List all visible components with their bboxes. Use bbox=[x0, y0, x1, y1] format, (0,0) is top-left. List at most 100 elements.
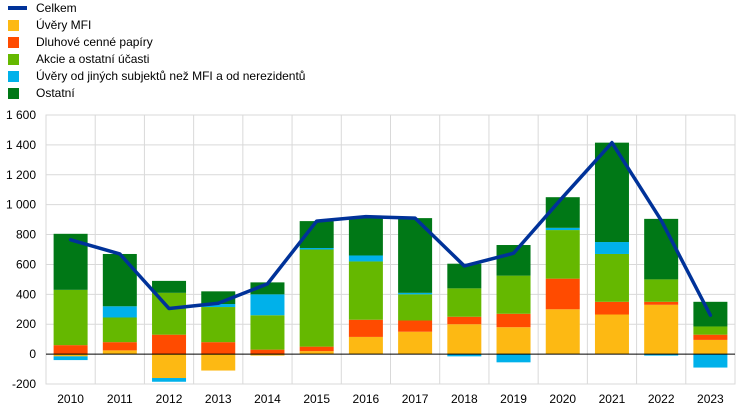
bar-segment bbox=[398, 320, 433, 332]
bar-segment bbox=[102, 342, 137, 351]
bar-segment bbox=[53, 345, 88, 355]
bar-segment bbox=[102, 306, 137, 318]
y-axis-ticks: -200 0 200 400 600 800 1 000 1 200 1 400 1 600 bbox=[6, 108, 36, 391]
bar-segment bbox=[299, 346, 334, 352]
bar-segment bbox=[594, 301, 629, 315]
bar-segment bbox=[693, 326, 728, 335]
x-tick-label: 2016 bbox=[353, 392, 380, 406]
bar-segment bbox=[102, 317, 137, 343]
bar-segment bbox=[201, 354, 236, 371]
bar-segment bbox=[644, 304, 679, 355]
x-tick-label: 2022 bbox=[648, 392, 675, 406]
bar-segment bbox=[348, 261, 383, 320]
x-tick-label: 2013 bbox=[205, 392, 232, 406]
y-tick-label: 0 bbox=[29, 347, 36, 361]
total-line bbox=[68, 140, 713, 318]
legend-swatch bbox=[8, 54, 19, 65]
bar-segment bbox=[496, 327, 531, 355]
x-tick-label: 2014 bbox=[254, 392, 281, 406]
bar-segment bbox=[545, 227, 580, 231]
y-tick-label: 1 000 bbox=[6, 198, 36, 212]
plot-border bbox=[45, 114, 736, 385]
bar-segment bbox=[398, 294, 433, 321]
bar-segment bbox=[447, 288, 482, 317]
bar-segment bbox=[398, 292, 433, 295]
bar-segment bbox=[53, 354, 88, 357]
x-tick-label: 2023 bbox=[697, 392, 724, 406]
bar-segment bbox=[201, 304, 236, 308]
bar-segment bbox=[447, 263, 482, 289]
y-tick-label: 800 bbox=[16, 228, 36, 242]
y-tick-label: 1 600 bbox=[6, 108, 36, 122]
bar-segment bbox=[594, 242, 629, 254]
bar-segment bbox=[496, 275, 531, 314]
bar-segment bbox=[496, 354, 531, 363]
bar-segment bbox=[496, 245, 531, 276]
bar-segment bbox=[348, 255, 383, 262]
bar-segment bbox=[496, 313, 531, 328]
bar-segment bbox=[693, 354, 728, 368]
bar-segment bbox=[447, 324, 482, 355]
bar-segment bbox=[348, 216, 383, 256]
y-tick-label: 600 bbox=[16, 257, 36, 271]
x-tick-label: 2019 bbox=[500, 392, 527, 406]
bar-segment bbox=[201, 342, 236, 355]
bar-segment bbox=[250, 294, 285, 316]
bar-segment bbox=[152, 354, 187, 379]
bar-segment bbox=[102, 350, 137, 355]
bar-segment bbox=[250, 282, 285, 295]
legend-label: Dluhové cenné papíry bbox=[36, 35, 153, 49]
bar-segment bbox=[152, 334, 187, 355]
x-tick-label: 2021 bbox=[599, 392, 626, 406]
bar-segment bbox=[53, 289, 88, 346]
legend-swatch bbox=[8, 37, 19, 48]
legend-swatch bbox=[8, 20, 19, 31]
x-tick-label: 2015 bbox=[303, 392, 330, 406]
y-tick-label: 1 400 bbox=[6, 138, 36, 152]
bar-segment bbox=[299, 248, 334, 250]
x-tick-label: 2011 bbox=[107, 392, 133, 406]
legend-swatch bbox=[8, 71, 19, 82]
bar-segment bbox=[152, 292, 187, 335]
x-tick-label: 2010 bbox=[57, 392, 84, 406]
bar-segment bbox=[693, 334, 728, 340]
bar-segment bbox=[447, 354, 482, 357]
bar-segment bbox=[398, 331, 433, 355]
bar-segment bbox=[545, 309, 580, 355]
bar-segment bbox=[152, 280, 187, 293]
y-tick-label: 200 bbox=[16, 317, 36, 331]
bar-segment bbox=[447, 316, 482, 325]
y-tick-label: 400 bbox=[16, 287, 36, 301]
bar-segment bbox=[250, 315, 285, 350]
y-tick-label: 1 200 bbox=[6, 168, 36, 182]
bar-segment bbox=[644, 218, 679, 280]
legend-label: Akcie a ostatní účasti bbox=[36, 52, 149, 66]
bar-segment bbox=[644, 354, 679, 356]
bar-segment bbox=[594, 253, 629, 302]
bar-segment bbox=[348, 336, 383, 355]
bar-segment bbox=[693, 339, 728, 355]
bar-segment bbox=[53, 356, 88, 361]
bars bbox=[53, 142, 728, 382]
grid bbox=[45, 114, 736, 385]
x-axis-ticks: 2010 2011 2012 2013 2014 2015 2016 2017 2018 2019… bbox=[57, 392, 724, 406]
bar-segment bbox=[644, 301, 679, 305]
legend-label: Úvěry od jiných subjektů než MFI a od ne… bbox=[36, 68, 305, 83]
x-tick-label: 2012 bbox=[156, 392, 183, 406]
bar-segment bbox=[102, 253, 137, 307]
x-tick-label: 2017 bbox=[402, 392, 429, 406]
bar-segment bbox=[299, 351, 334, 355]
bar-segment bbox=[348, 319, 383, 337]
bar-segment bbox=[545, 278, 580, 310]
legend-label: Ostatní bbox=[36, 86, 75, 100]
legend-label: Úvěry MFI bbox=[36, 17, 91, 32]
x-tick-label: 2018 bbox=[451, 392, 478, 406]
bar-segment bbox=[201, 307, 236, 343]
total-line-layer bbox=[68, 140, 713, 318]
bar-segment bbox=[250, 349, 285, 355]
bar-segment bbox=[250, 354, 285, 356]
legend-label: Celkem bbox=[36, 1, 77, 15]
bar-segment bbox=[644, 279, 679, 302]
bar-segment bbox=[299, 249, 334, 347]
